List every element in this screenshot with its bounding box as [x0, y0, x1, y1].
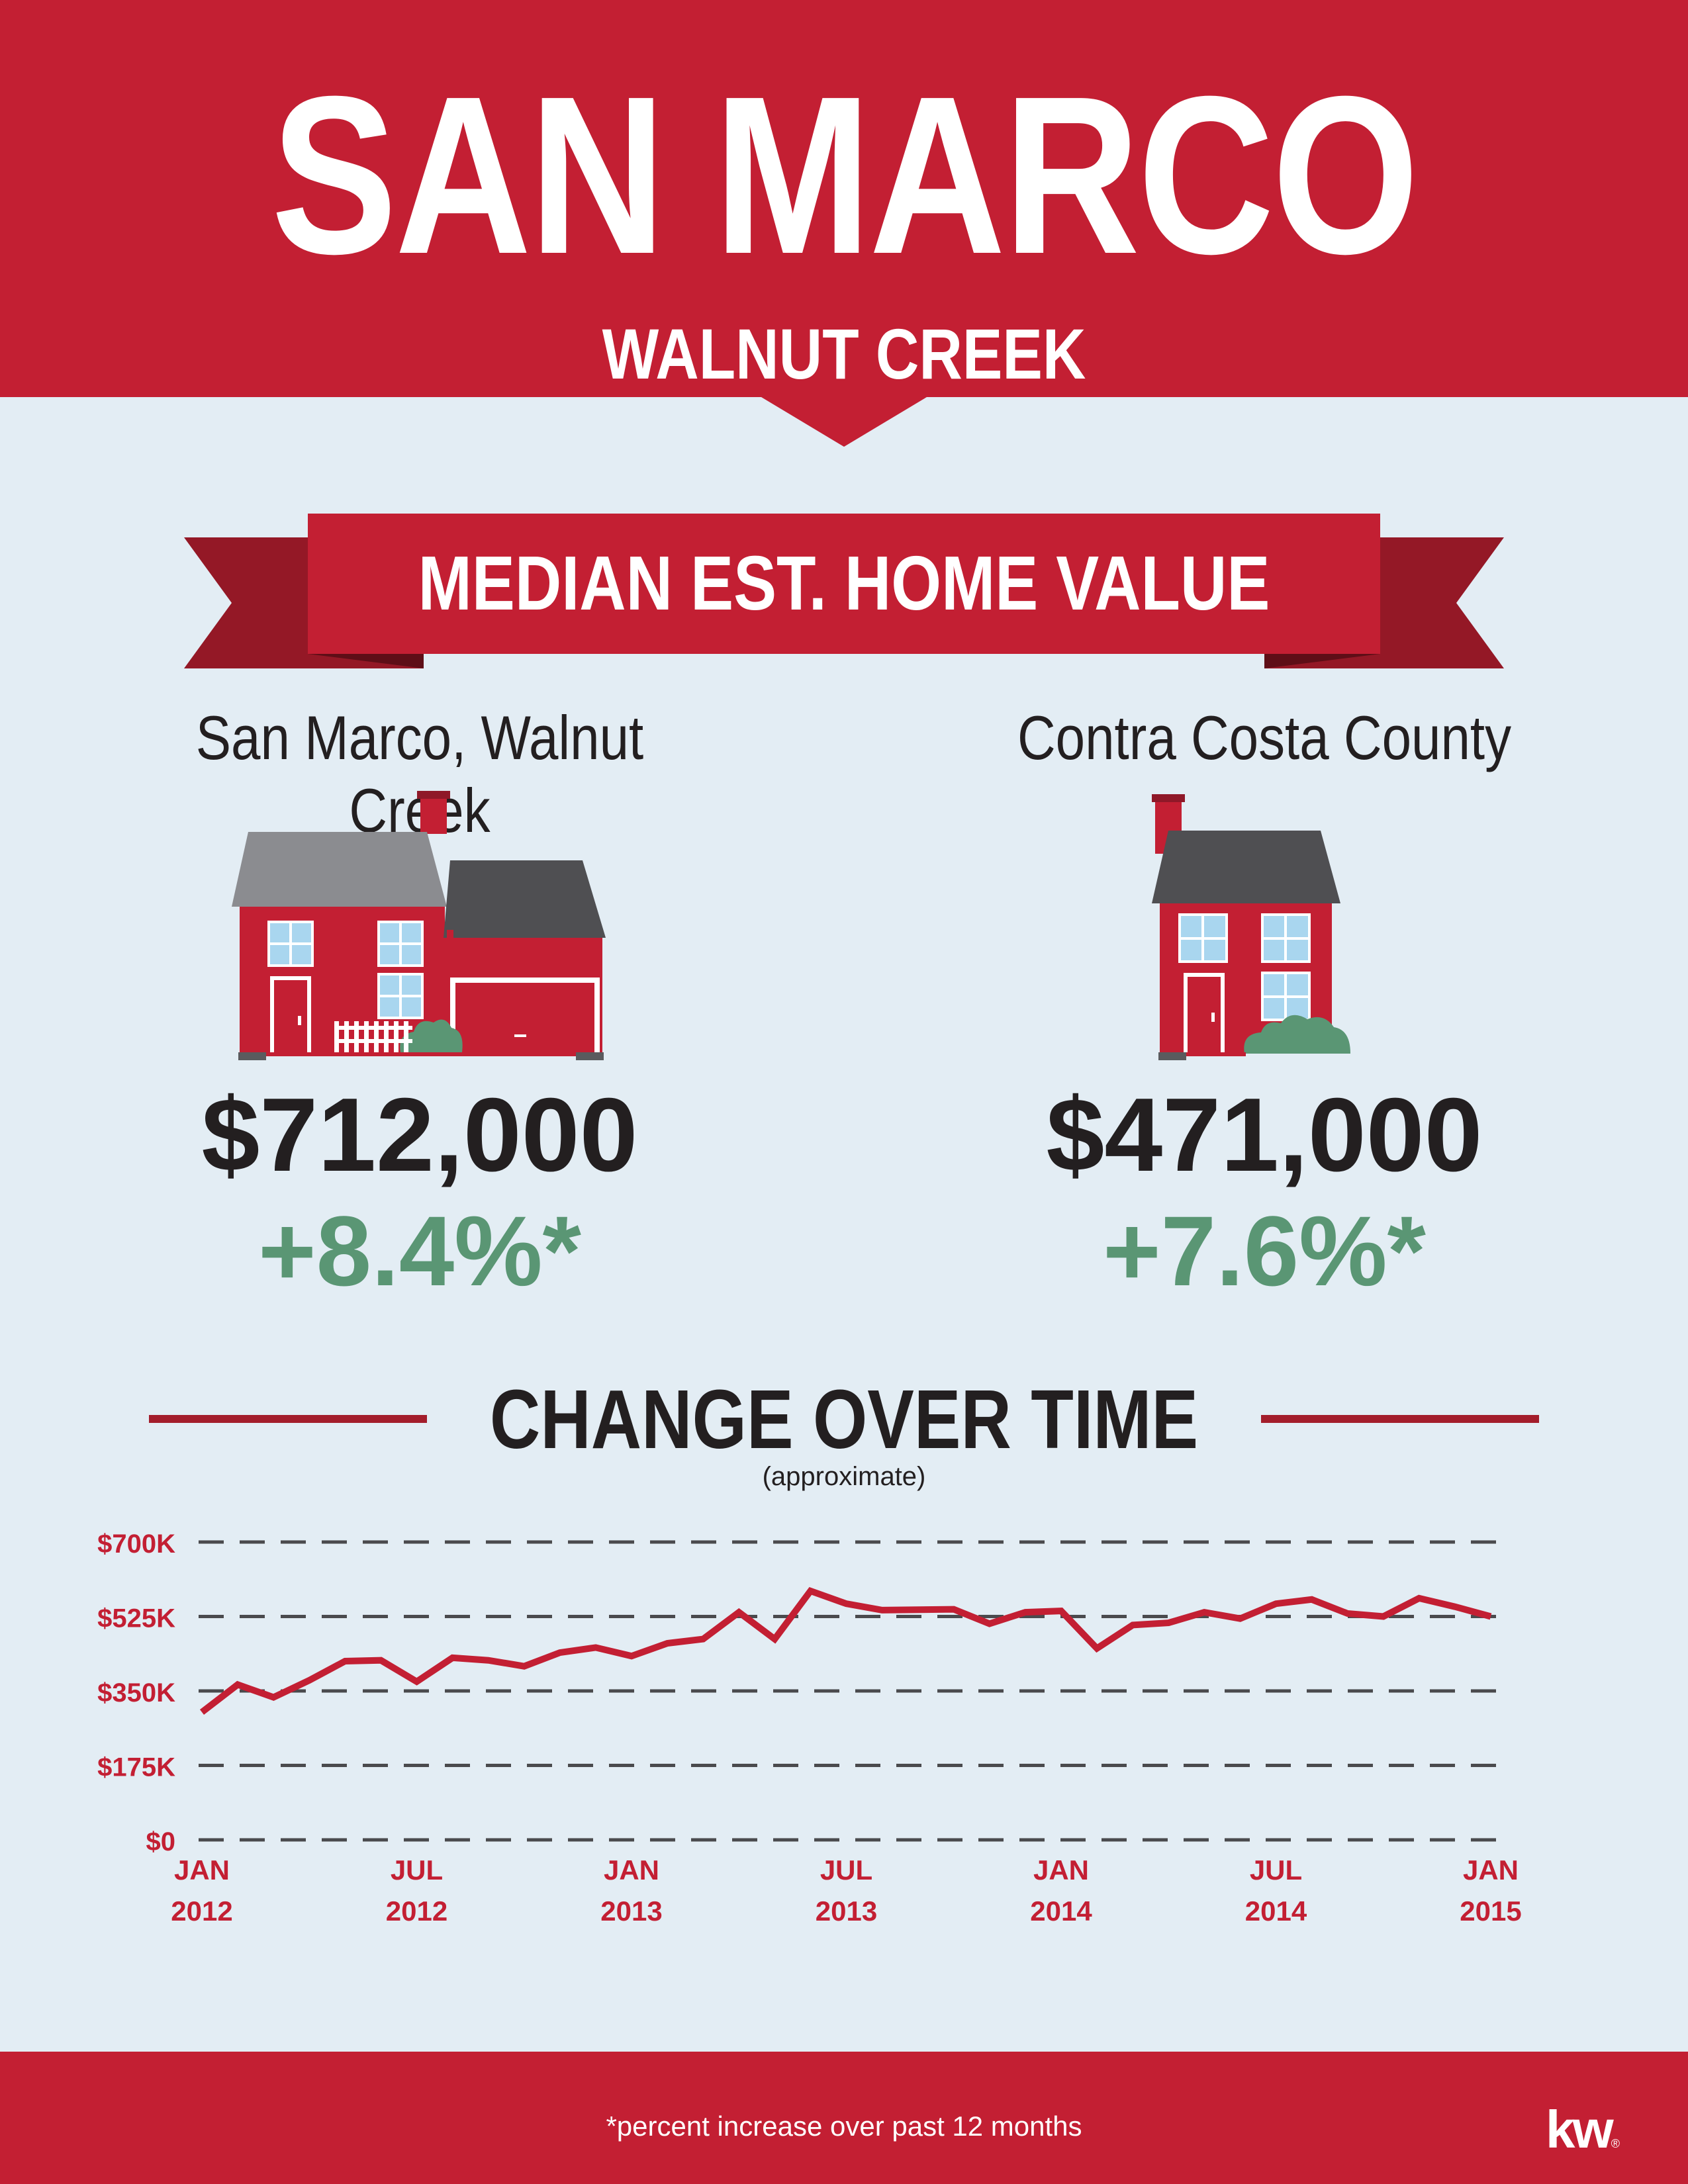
ribbon-banner — [184, 514, 1504, 668]
contra-costa-change: +7.6%* — [1103, 1195, 1426, 1306]
kw-logo-text: kw — [1546, 2100, 1614, 2159]
x-tick-label: 2015 — [1460, 1895, 1521, 1927]
footnote: *percent increase over past 12 months — [606, 2111, 1082, 2142]
x-tick-label: JAN — [604, 1854, 659, 1886]
divider-right — [1261, 1415, 1539, 1423]
house-with-garage-icon — [232, 791, 606, 1060]
page-subtitle: WALNUT CREEK — [602, 314, 1086, 394]
x-tick-label: 2014 — [1245, 1895, 1307, 1927]
location-label-contra-costa: Contra Costa County — [1017, 703, 1512, 772]
x-tick-label: 2014 — [1030, 1895, 1092, 1927]
x-tick-label: 2012 — [171, 1895, 232, 1927]
y-tick-label: $175K — [97, 1753, 175, 1782]
series-line — [199, 1586, 1492, 1715]
page-title: SAN MARCO — [271, 50, 1419, 301]
location-label-san-marco: San Marco, Walnut Creek — [195, 703, 644, 845]
chart-subtitle: (approximate) — [762, 1462, 926, 1491]
x-tick-label: 2013 — [600, 1895, 662, 1927]
x-tick-label: JUL — [820, 1854, 872, 1886]
x-tick-label: JAN — [1033, 1854, 1089, 1886]
x-tick-label: JAN — [174, 1854, 230, 1886]
y-tick-label: $0 — [146, 1827, 176, 1856]
x-tick-label: JUL — [1250, 1854, 1302, 1886]
contra-costa-value: $471,000 — [1046, 1077, 1483, 1193]
x-tick-label: JUL — [391, 1854, 443, 1886]
divider-left — [149, 1415, 427, 1423]
san-marco-value: $712,000 — [201, 1077, 638, 1193]
y-tick-label: $350K — [97, 1678, 175, 1707]
median-value-label: MEDIAN EST. HOME VALUE — [418, 540, 1270, 626]
line-chart: $700K$525K$350K$175K$0JAN2012JUL2012JAN2… — [97, 1529, 1522, 1927]
y-tick-label: $700K — [97, 1529, 175, 1559]
registered-mark: ® — [1611, 2137, 1620, 2150]
house-icon — [1152, 794, 1350, 1060]
chart-title: CHANGE OVER TIME — [489, 1373, 1199, 1466]
x-tick-label: 2012 — [386, 1895, 447, 1927]
x-tick-label: JAN — [1463, 1854, 1519, 1886]
san-marco-change: +8.4%* — [258, 1195, 581, 1306]
x-tick-label: 2013 — [816, 1895, 877, 1927]
kw-logo: kw® — [1546, 2103, 1620, 2170]
y-tick-label: $525K — [97, 1604, 175, 1633]
footer-bar — [0, 2052, 1688, 2184]
header-banner — [0, 0, 1688, 447]
